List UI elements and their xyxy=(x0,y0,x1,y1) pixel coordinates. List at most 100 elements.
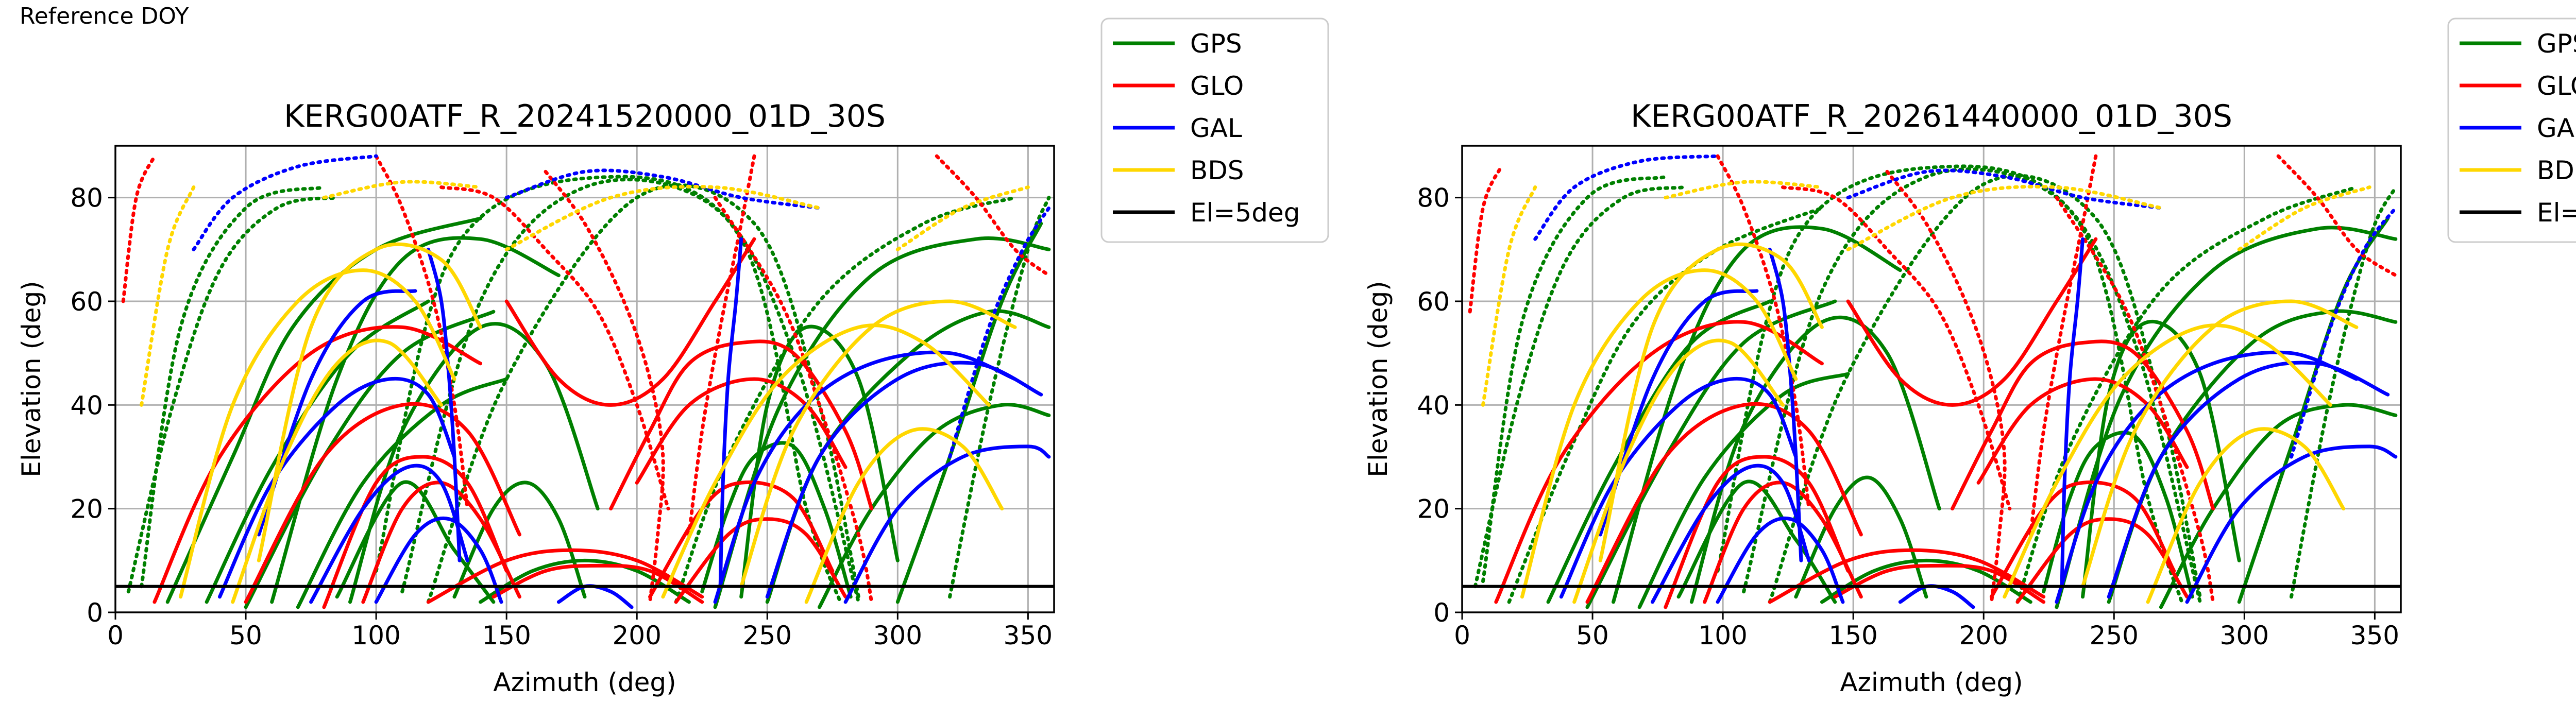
bds-track-56 xyxy=(661,323,991,599)
gps-track-14 xyxy=(479,558,691,604)
y-tick-label: 60 xyxy=(70,287,103,317)
y-tick-label: 80 xyxy=(70,183,103,213)
gal-track-42 xyxy=(309,464,469,604)
y-tick-label: 20 xyxy=(70,494,103,524)
bds-track-55 xyxy=(1598,242,1824,562)
gal-track-49 xyxy=(2289,206,2398,459)
gps-track-9 xyxy=(2015,185,2359,604)
x-tick-label: 200 xyxy=(1959,621,2008,650)
gps-track-19 xyxy=(948,196,1051,599)
gal-track-42 xyxy=(1650,464,1811,604)
bds-track-57 xyxy=(2081,299,2359,589)
x-tick-label: 350 xyxy=(2350,621,2399,650)
x-tick-label: 350 xyxy=(1004,621,1053,650)
axes-frame xyxy=(1461,145,2402,613)
legend-label: El=5deg xyxy=(2537,198,2576,228)
bds-track-59 xyxy=(504,184,821,251)
legend-label: GLO xyxy=(2537,71,2576,101)
gps-track-13 xyxy=(895,221,1043,604)
glo-track-28 xyxy=(492,563,704,604)
gal-track-43 xyxy=(374,516,503,604)
bds-track-60 xyxy=(1664,180,1824,200)
elevation-azimuth-chart-right: 0 50 100 150 200 250 300 350 0 20 40 60 80 KERG00ATF_… xyxy=(1363,18,2576,697)
gps-track-18 xyxy=(140,185,326,589)
gal-track-50 xyxy=(504,168,821,210)
glo-track-32 xyxy=(1976,377,2189,485)
chart-title: KERG00ATF_R_20261440000_01D_30S xyxy=(1631,98,2232,134)
glo-track-24 xyxy=(1585,402,1863,604)
glo-track-39 xyxy=(687,154,756,537)
gps-track-4 xyxy=(1637,372,1850,609)
legend-label: BDS xyxy=(1190,156,1244,185)
x-tick-label: 50 xyxy=(1576,621,1609,650)
gal-track-52 xyxy=(1598,289,1759,537)
bds-track-55 xyxy=(257,242,483,562)
gps-track-16 xyxy=(348,322,600,604)
glo-track-28 xyxy=(1833,563,2046,604)
gal-track-45 xyxy=(718,237,743,589)
gal-track-51 xyxy=(556,584,634,609)
gps-track-0 xyxy=(126,196,339,594)
x-tick-label: 0 xyxy=(1454,621,1470,650)
legend-label: GLO xyxy=(1190,71,1244,101)
bds-track-62 xyxy=(140,185,196,407)
bds-track-62 xyxy=(1481,185,1537,407)
gal-track-46 xyxy=(713,350,1017,604)
glo-track-25 xyxy=(1664,455,1850,609)
glo-track-32 xyxy=(635,377,848,485)
gps-track-3 xyxy=(1585,299,1837,609)
gal-track-48 xyxy=(843,444,1051,604)
x-tick-label: 250 xyxy=(743,621,792,650)
x-tick-label: 100 xyxy=(351,621,400,650)
glo-track-29 xyxy=(1885,169,2007,604)
gps-track-1 xyxy=(165,216,483,604)
glo-track-27 xyxy=(426,548,704,604)
glo-track-35 xyxy=(1846,237,2098,407)
glo-track-30 xyxy=(1781,185,2012,511)
y-axis-label: Elevation (deg) xyxy=(1363,281,1393,477)
glo-track-33 xyxy=(648,480,835,599)
glo-track-23 xyxy=(152,325,483,604)
glo-track-31 xyxy=(1950,339,2215,511)
y-tick-label: 40 xyxy=(70,390,103,420)
glo-track-22 xyxy=(121,154,157,303)
gps-track-3 xyxy=(244,310,496,609)
glo-track-37 xyxy=(2276,154,2398,278)
gps-track-14 xyxy=(1820,558,2032,604)
glo-track-34 xyxy=(2015,517,2189,604)
x-axis-label: Azimuth (deg) xyxy=(1840,667,2023,697)
x-tick-label: 200 xyxy=(613,621,662,650)
x-tick-label: 300 xyxy=(2220,621,2269,650)
legend-label: GPS xyxy=(2537,29,2576,59)
glo-track-34 xyxy=(674,517,848,604)
bds-track-56 xyxy=(2003,323,2332,599)
y-tick-label: 80 xyxy=(1417,183,1450,213)
x-tick-label: 250 xyxy=(2090,621,2139,650)
gps-track-10 xyxy=(2055,226,2398,609)
gps-track-0 xyxy=(1473,185,1686,589)
y-tick-label: 60 xyxy=(1417,287,1450,317)
legend-label: El=5deg xyxy=(1190,198,1300,228)
gal-track-45 xyxy=(2060,237,2085,589)
x-tick-label: 0 xyxy=(107,621,124,650)
legend-box xyxy=(2447,18,2576,243)
gal-track-47 xyxy=(2107,361,2390,599)
gps-track-4 xyxy=(296,377,509,609)
glo-track-30 xyxy=(439,185,670,511)
axes-frame xyxy=(114,145,1055,613)
reference-doy-label: Reference DOY xyxy=(20,3,189,29)
gal-track-41 xyxy=(217,376,456,599)
glo-track-27 xyxy=(1768,548,2046,604)
bds-track-58 xyxy=(2146,427,2346,604)
gps-track-9 xyxy=(674,196,1017,604)
gps-track-12 xyxy=(2159,403,2398,609)
glo-track-25 xyxy=(322,455,509,609)
x-tick-label: 300 xyxy=(873,621,922,650)
gal-track-44 xyxy=(1768,247,1803,562)
glo-track-37 xyxy=(935,154,1051,278)
gal-track-40 xyxy=(1533,154,1720,241)
bds-track-61 xyxy=(895,185,1030,251)
glo-track-31 xyxy=(609,339,874,511)
legend-label: GAL xyxy=(2537,113,2576,143)
glo-track-38 xyxy=(1716,154,1811,511)
